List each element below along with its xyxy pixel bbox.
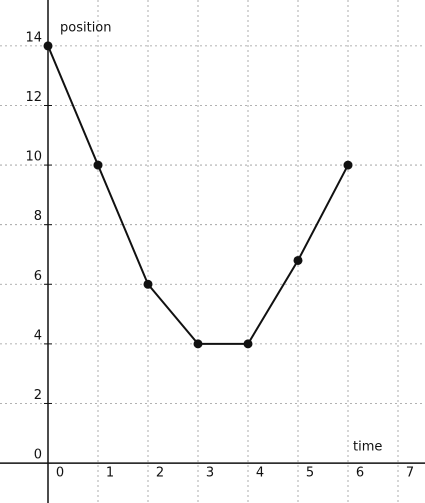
- y-tick-label: 4: [34, 328, 42, 343]
- x-tick-label: 5: [306, 466, 314, 481]
- x-tick-label: 6: [356, 466, 364, 481]
- x-axis-label: time: [353, 440, 382, 455]
- y-tick-label: 0: [34, 448, 42, 463]
- x-tick-label: 3: [206, 466, 214, 481]
- data-point: [343, 160, 353, 170]
- data-point: [43, 41, 53, 51]
- y-tick-label: 2: [34, 388, 42, 403]
- y-tick-label: 6: [34, 269, 42, 284]
- data-point: [93, 160, 103, 170]
- data-point: [143, 279, 153, 289]
- x-tick-label: 0: [56, 466, 64, 481]
- data-point: [293, 255, 303, 265]
- y-axis-label: position: [60, 21, 112, 36]
- y-tick-label: 14: [25, 30, 42, 45]
- y-tick-label: 10: [25, 150, 42, 165]
- x-tick-label: 2: [156, 466, 164, 481]
- data-point: [243, 339, 253, 349]
- data-point: [193, 339, 203, 349]
- x-tick-label: 7: [406, 466, 414, 481]
- x-tick-label: 1: [106, 466, 114, 481]
- y-tick-label: 12: [25, 90, 42, 105]
- x-tick-label: 4: [256, 466, 264, 481]
- y-tick-label: 8: [34, 209, 42, 224]
